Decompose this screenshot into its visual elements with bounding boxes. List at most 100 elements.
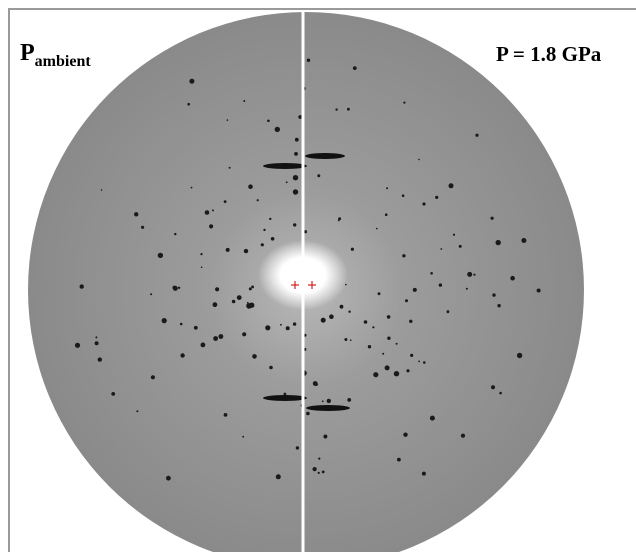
- spot: [422, 472, 426, 476]
- spot: [242, 332, 246, 336]
- spot: [226, 248, 230, 252]
- spot: [521, 238, 526, 243]
- spot: [249, 303, 254, 308]
- spot: [467, 272, 472, 277]
- spot: [386, 187, 388, 189]
- spot: [345, 284, 347, 286]
- spot: [439, 283, 442, 286]
- spot: [136, 410, 138, 412]
- label-subscript: ambient: [35, 53, 91, 70]
- label-pressure: P = 1.8 GPa: [496, 42, 601, 67]
- spot: [293, 223, 296, 226]
- streak: [306, 405, 350, 411]
- spot: [318, 458, 320, 460]
- spot: [496, 240, 501, 245]
- spot: [347, 108, 350, 111]
- spot: [413, 288, 417, 292]
- spot: [224, 413, 228, 417]
- spot: [347, 398, 351, 402]
- spot: [257, 199, 259, 201]
- spot: [263, 229, 265, 231]
- spot: [201, 343, 206, 348]
- diffraction-image: [0, 0, 636, 552]
- spot: [201, 266, 203, 268]
- spot: [243, 100, 245, 102]
- spot: [449, 183, 454, 188]
- spot: [418, 361, 420, 363]
- spot: [327, 399, 331, 403]
- spot: [276, 474, 281, 479]
- spot: [98, 357, 102, 361]
- spot: [284, 393, 287, 396]
- spot: [174, 233, 176, 235]
- spot: [95, 341, 99, 345]
- spot: [101, 189, 103, 191]
- spot: [406, 369, 409, 372]
- spot: [537, 289, 541, 293]
- spot: [180, 323, 183, 326]
- spot: [286, 181, 288, 183]
- spot: [317, 174, 320, 177]
- spot: [422, 202, 425, 205]
- spot: [111, 392, 115, 396]
- spot: [244, 249, 248, 253]
- spot: [293, 189, 298, 194]
- spot: [338, 217, 341, 220]
- spot: [213, 302, 218, 307]
- spot: [158, 253, 163, 258]
- spot: [261, 243, 264, 246]
- spot: [180, 353, 184, 357]
- spot: [323, 435, 327, 439]
- spot: [293, 322, 296, 325]
- spot: [269, 218, 271, 220]
- spot: [491, 217, 494, 220]
- spot: [322, 400, 324, 402]
- spot: [219, 334, 224, 339]
- spot: [403, 102, 405, 104]
- spot: [166, 476, 171, 481]
- spot: [293, 175, 298, 180]
- spot: [459, 245, 462, 248]
- spot: [150, 293, 152, 295]
- spot: [215, 287, 219, 291]
- spot: [296, 446, 299, 449]
- spot: [440, 248, 442, 250]
- spot: [385, 365, 390, 370]
- spot: [306, 412, 310, 416]
- spot: [162, 318, 167, 323]
- spot: [423, 361, 426, 364]
- spot: [348, 311, 350, 313]
- spot: [209, 224, 213, 228]
- spot: [249, 287, 252, 290]
- label-main: P: [20, 40, 35, 66]
- streak: [263, 163, 307, 169]
- spot: [405, 299, 408, 302]
- spot: [461, 434, 465, 438]
- spot: [205, 210, 210, 215]
- spot: [409, 320, 412, 323]
- spot: [242, 436, 244, 438]
- spot: [237, 295, 242, 300]
- spot: [75, 343, 80, 348]
- spot: [344, 338, 347, 341]
- label-ambient: Pambient: [20, 40, 91, 71]
- spot: [80, 284, 84, 288]
- spot: [340, 305, 344, 309]
- spot: [430, 272, 433, 275]
- spot: [517, 353, 522, 358]
- spot: [402, 194, 405, 197]
- spot: [187, 103, 190, 106]
- spot: [382, 353, 384, 355]
- spot: [275, 127, 280, 132]
- spot: [372, 326, 374, 328]
- spot: [212, 209, 214, 211]
- spot: [376, 228, 378, 230]
- spot: [350, 339, 352, 341]
- spot: [265, 325, 270, 330]
- spot: [499, 392, 502, 395]
- spot: [280, 324, 282, 326]
- spot: [497, 304, 500, 307]
- diffraction-figure: Pambient P = 1.8 GPa: [0, 0, 636, 552]
- spot: [353, 66, 357, 70]
- spot: [394, 371, 399, 376]
